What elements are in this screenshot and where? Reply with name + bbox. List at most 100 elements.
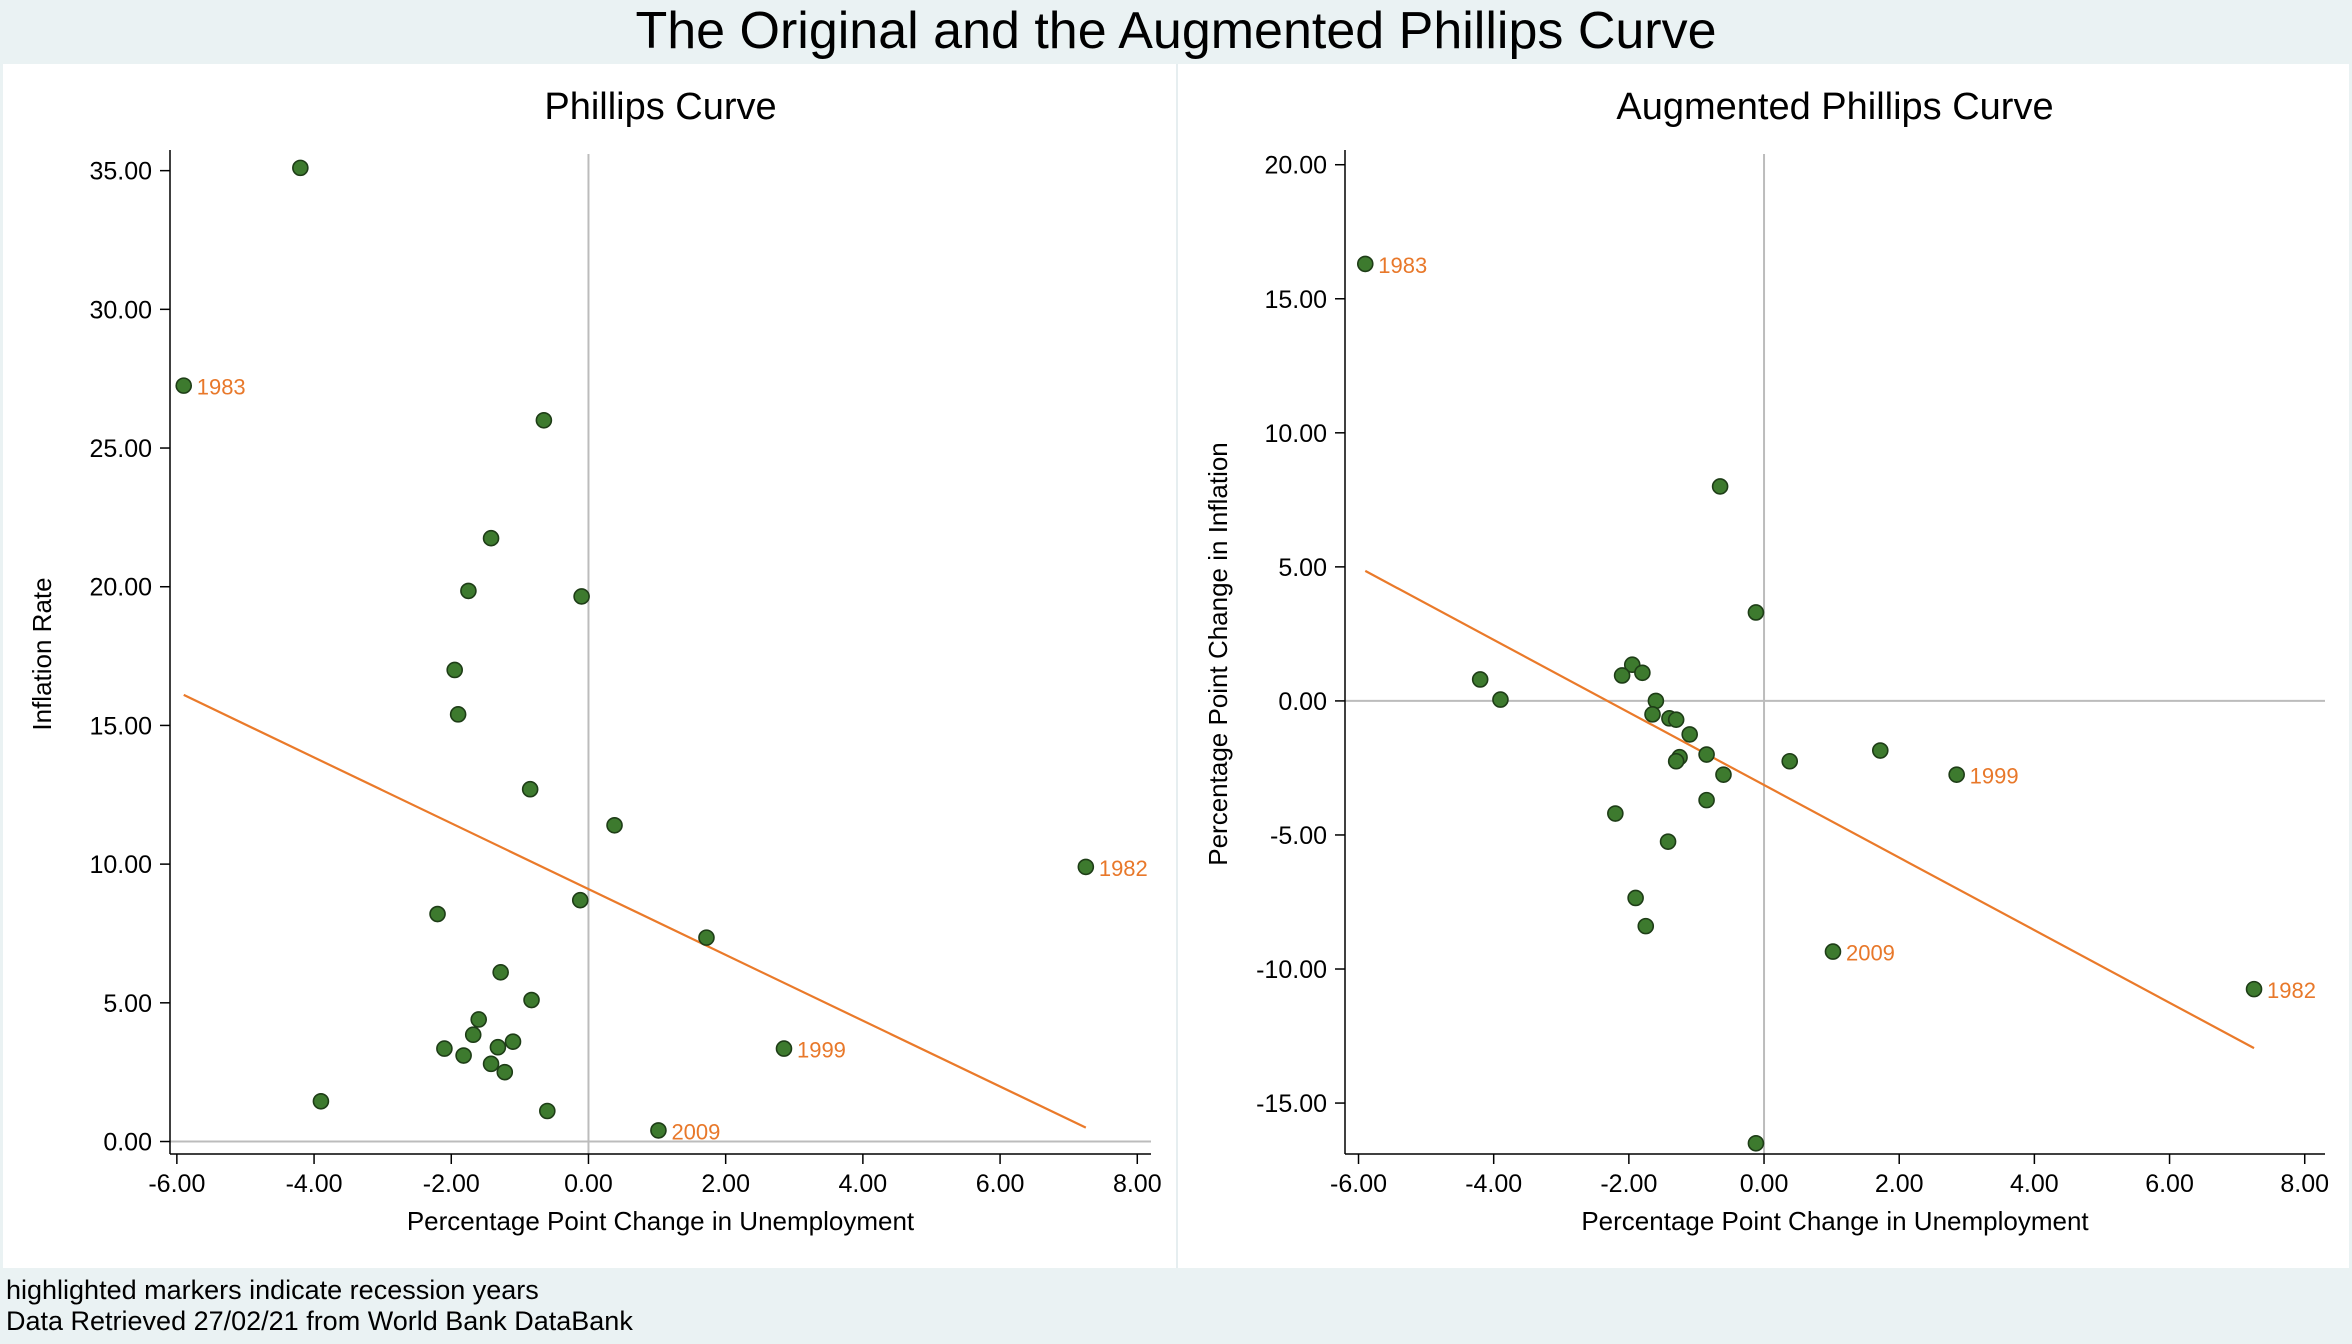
y-tick-label: 0.00: [1278, 688, 1327, 716]
data-point: [523, 991, 540, 1009]
y-tick-label: 0.00: [103, 1129, 152, 1157]
y-tick-label: -15.00: [1256, 1090, 1327, 1118]
data-point: [1637, 917, 1655, 935]
data-point: [539, 1102, 556, 1120]
data-point: [1471, 671, 1489, 688]
y-tick-label: -10.00: [1256, 956, 1327, 984]
data-point: [1667, 711, 1685, 728]
data-point: [460, 582, 477, 600]
panel-divider: [1176, 64, 1178, 1268]
figure-notes: highlighted markers indicate recession y…: [6, 1275, 2346, 1337]
y-tick-label: 10.00: [1264, 420, 1327, 448]
data-point: [1607, 805, 1624, 822]
data-point: [521, 780, 539, 798]
data-point: [571, 891, 589, 909]
data-point: [492, 964, 509, 981]
data-point: [650, 1122, 667, 1139]
point-label: 2009: [671, 1119, 720, 1144]
y-axis-label: Inflation Rate: [27, 577, 57, 730]
x-tick-label: -2.00: [1600, 1170, 1657, 1198]
fitted-line: [1364, 569, 2255, 1050]
data-point: [1634, 664, 1651, 682]
data-point: [1659, 833, 1677, 850]
data-point: [489, 1038, 507, 1056]
point-label: 1999: [1970, 764, 2019, 789]
data-point: [1698, 791, 1715, 809]
y-tick-label: 20.00: [1264, 152, 1327, 180]
data-point: [1948, 766, 1965, 783]
data-point: [1698, 746, 1715, 763]
data-point: [698, 929, 715, 946]
data-point: [1613, 667, 1631, 684]
x-tick-label: 8.00: [1113, 1170, 1162, 1198]
y-tick-label: 15.00: [89, 712, 152, 740]
data-point: [455, 1047, 472, 1064]
data-point: [1667, 752, 1685, 770]
augmented-phillips-curve-panel: Augmented Phillips Curve -15.00 -10.00 -5.0…: [1179, 64, 2349, 1268]
data-point: [1077, 858, 1095, 876]
data-point: [1644, 706, 1661, 723]
point-label: 1983: [197, 375, 246, 400]
data-point: [464, 1026, 482, 1044]
data-point: [504, 1033, 522, 1050]
x-tick-label: -4.00: [286, 1170, 343, 1198]
x-tick-label: 4.00: [839, 1170, 888, 1198]
x-tick-label: 0.00: [1740, 1170, 1789, 1198]
point-label: 1999: [797, 1038, 846, 1063]
data-point: [775, 1040, 793, 1057]
y-tick-label: 25.00: [89, 435, 152, 463]
data-point: [1747, 1134, 1765, 1152]
data-point: [496, 1063, 514, 1081]
x-tick-label: -6.00: [148, 1170, 205, 1198]
data-point: [2245, 980, 2263, 998]
x-tick-label: 6.00: [976, 1170, 1025, 1198]
data-point: [449, 706, 467, 723]
x-tick-label: 8.00: [2280, 1170, 2329, 1198]
data-point: [1747, 604, 1765, 621]
data-point: [482, 529, 500, 547]
y-tick-label: -5.00: [1270, 822, 1327, 850]
x-tick-label: 0.00: [564, 1170, 613, 1198]
data-point: [312, 1092, 330, 1110]
data-point: [1647, 692, 1665, 710]
x-tick-label: -4.00: [1465, 1170, 1522, 1198]
data-point: [1681, 726, 1698, 743]
point-label: 1982: [2267, 978, 2316, 1003]
y-tick-label: 30.00: [89, 296, 152, 324]
data-point: [1871, 742, 1889, 759]
data-point: [1627, 889, 1644, 907]
data-point: [1781, 752, 1799, 770]
x-tick-label: -6.00: [1330, 1170, 1387, 1198]
point-label: 2009: [1846, 941, 1895, 966]
chart-title: Phillips Curve: [544, 86, 776, 128]
x-tick-label: 2.00: [1875, 1170, 1924, 1198]
y-tick-label: 10.00: [89, 851, 152, 879]
data-point: [1492, 691, 1509, 708]
data-point: [482, 1055, 500, 1073]
x-axis-label: Percentage Point Change in Unemployment: [1581, 1206, 2089, 1236]
y-tick-label: 15.00: [1264, 286, 1327, 314]
augmented-phillips-curve-chart: Augmented Phillips Curve -15.00 -10.00 -5.0…: [1203, 86, 2329, 1236]
data-point: [175, 377, 193, 394]
data-point: [1711, 478, 1729, 495]
data-point: [573, 588, 590, 605]
data-point: [436, 1040, 453, 1057]
figure-title: The Original and the Augmented Phillips …: [635, 2, 1717, 60]
y-tick-label: 35.00: [89, 158, 152, 186]
point-label: 1983: [1378, 253, 1427, 278]
data-point: [1824, 943, 1842, 960]
chart-title: Augmented Phillips Curve: [1616, 86, 2053, 128]
x-tick-label: 6.00: [2145, 1170, 2194, 1198]
x-tick-label: 4.00: [2010, 1170, 2059, 1198]
note-recession-markers: highlighted markers indicate recession y…: [6, 1275, 539, 1305]
data-point: [470, 1011, 488, 1028]
data-point: [446, 661, 463, 679]
x-axis-label: Percentage Point Change in Unemployment: [407, 1206, 915, 1236]
x-tick-label: -2.00: [423, 1170, 480, 1198]
x-tick-label: 2.00: [701, 1170, 750, 1198]
y-tick-label: 20.00: [89, 574, 152, 602]
data-point: [535, 411, 553, 429]
y-tick-label: 5.00: [1278, 554, 1327, 582]
data-point: [1356, 255, 1374, 273]
data-point: [292, 159, 309, 177]
